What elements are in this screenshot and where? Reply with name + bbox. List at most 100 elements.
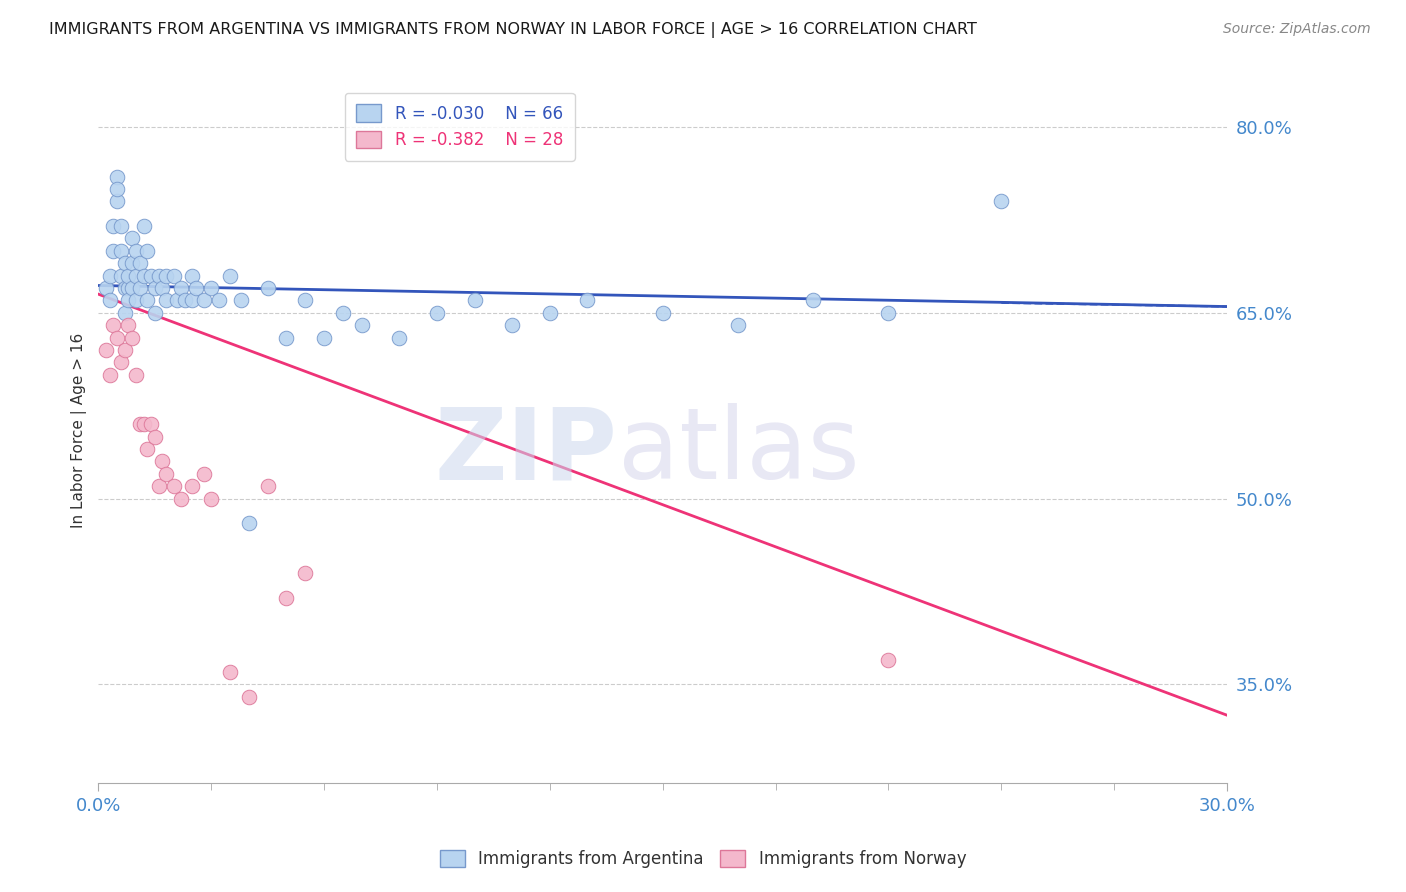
Point <box>117 293 139 308</box>
Point <box>256 281 278 295</box>
Point <box>877 306 900 320</box>
Point <box>110 244 132 258</box>
Point <box>98 268 121 283</box>
Point <box>727 318 749 332</box>
Point <box>105 169 128 184</box>
Point <box>98 293 121 308</box>
Point <box>136 244 159 258</box>
Point <box>98 368 121 382</box>
Point <box>139 417 162 432</box>
Point <box>186 281 208 295</box>
Point <box>238 516 260 531</box>
Point <box>208 293 231 308</box>
Point <box>350 318 373 332</box>
Point <box>125 368 148 382</box>
Point <box>139 268 162 283</box>
Point <box>103 244 125 258</box>
Point <box>181 293 204 308</box>
Point <box>132 268 155 283</box>
Point <box>117 281 139 295</box>
Text: Source: ZipAtlas.com: Source: ZipAtlas.com <box>1223 22 1371 37</box>
Point <box>94 281 117 295</box>
Point <box>576 293 599 308</box>
Point <box>121 256 143 270</box>
Point <box>148 479 170 493</box>
Point <box>143 306 166 320</box>
Point <box>314 330 336 344</box>
Point <box>170 281 193 295</box>
Point <box>426 306 449 320</box>
Point <box>651 306 673 320</box>
Point <box>170 491 193 506</box>
Point <box>103 318 125 332</box>
Point <box>105 330 128 344</box>
Point <box>538 306 561 320</box>
Point <box>105 182 128 196</box>
Point <box>181 479 204 493</box>
Point <box>294 566 316 580</box>
Point <box>464 293 486 308</box>
Point <box>256 479 278 493</box>
Point <box>155 467 177 481</box>
Text: ZIP: ZIP <box>434 403 617 500</box>
Point <box>110 268 132 283</box>
Point <box>110 355 132 369</box>
Point <box>94 343 117 357</box>
Point <box>114 281 136 295</box>
Point <box>162 268 184 283</box>
Point <box>132 219 155 233</box>
Point <box>276 330 298 344</box>
Point <box>990 194 1012 209</box>
Point <box>121 281 143 295</box>
Legend: R = -0.030    N = 66, R = -0.382    N = 28: R = -0.030 N = 66, R = -0.382 N = 28 <box>344 93 575 161</box>
Point <box>193 467 215 481</box>
Point <box>136 442 159 456</box>
Point <box>276 591 298 605</box>
Text: IMMIGRANTS FROM ARGENTINA VS IMMIGRANTS FROM NORWAY IN LABOR FORCE | AGE > 16 CO: IMMIGRANTS FROM ARGENTINA VS IMMIGRANTS … <box>49 22 977 38</box>
Point <box>143 281 166 295</box>
Point <box>128 256 150 270</box>
Point <box>105 194 128 209</box>
Point <box>150 454 173 468</box>
Point <box>388 330 411 344</box>
Point <box>132 417 155 432</box>
Point <box>501 318 523 332</box>
Point <box>125 244 148 258</box>
Point <box>143 429 166 443</box>
Point <box>114 256 136 270</box>
Point <box>200 281 222 295</box>
Point <box>877 652 900 666</box>
Point <box>294 293 316 308</box>
Y-axis label: In Labor Force | Age > 16: In Labor Force | Age > 16 <box>72 333 87 528</box>
Point <box>121 231 143 245</box>
Point <box>155 268 177 283</box>
Point <box>121 330 143 344</box>
Point <box>125 293 148 308</box>
Point <box>117 318 139 332</box>
Point <box>110 219 132 233</box>
Point <box>193 293 215 308</box>
Point <box>128 281 150 295</box>
Point <box>166 293 188 308</box>
Point <box>174 293 197 308</box>
Text: atlas: atlas <box>617 403 859 500</box>
Point <box>103 219 125 233</box>
Point <box>128 417 150 432</box>
Point <box>125 268 148 283</box>
Legend: Immigrants from Argentina, Immigrants from Norway: Immigrants from Argentina, Immigrants fr… <box>432 842 974 877</box>
Point <box>150 281 173 295</box>
Point <box>114 306 136 320</box>
Point <box>117 268 139 283</box>
Point <box>231 293 253 308</box>
Point <box>200 491 222 506</box>
Point <box>238 690 260 704</box>
Point <box>332 306 354 320</box>
Point <box>136 293 159 308</box>
Point <box>219 268 242 283</box>
Point <box>801 293 824 308</box>
Point <box>155 293 177 308</box>
Point <box>162 479 184 493</box>
Point <box>219 665 242 679</box>
Point <box>148 268 170 283</box>
Point <box>114 343 136 357</box>
